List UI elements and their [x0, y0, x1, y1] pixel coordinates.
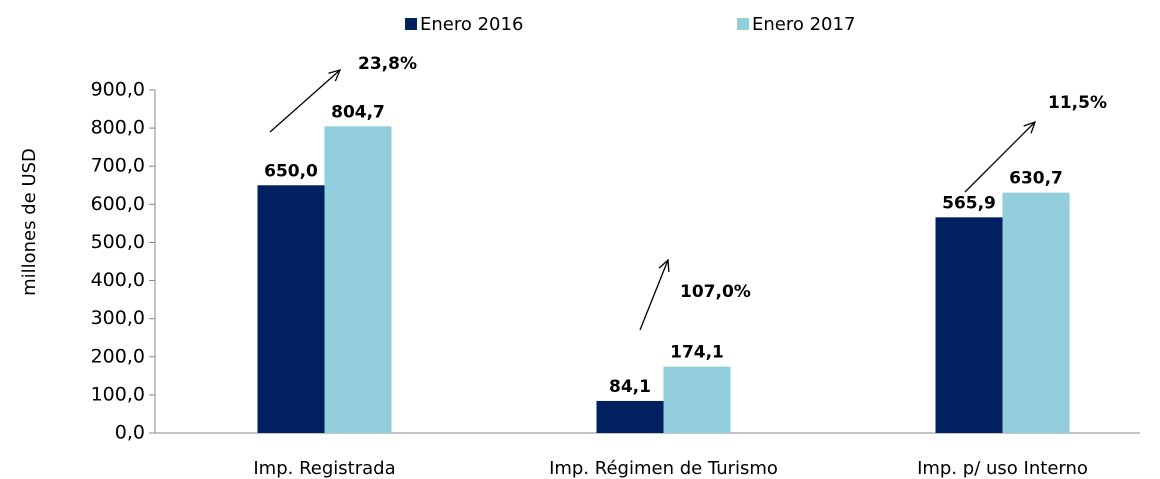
y-tick-label: 400,0: [91, 269, 145, 291]
annotation: 23,8%: [358, 54, 417, 74]
annotation-arrow: [964, 121, 1036, 193]
legend-swatch: [405, 18, 417, 30]
annotation-arrow: [639, 259, 669, 331]
arrow-head: [1023, 120, 1037, 134]
legend-label: Enero 2016: [420, 14, 523, 35]
data-label: 565,9: [942, 193, 996, 213]
y-tick-label: 0,0: [115, 422, 145, 444]
legend-swatch: [737, 18, 749, 30]
bar: [324, 126, 392, 433]
data-label: 84,1: [609, 377, 651, 397]
data-label: 804,7: [331, 102, 385, 122]
x-tick-label: Imp. Registrada: [253, 458, 395, 479]
bar: [1002, 192, 1070, 433]
data-label: 174,1: [670, 343, 724, 363]
data-label: 630,7: [1009, 169, 1063, 189]
arrow-head: [658, 258, 670, 273]
y-tick-label: 500,0: [91, 231, 145, 253]
y-tick-label: 900,0: [91, 79, 145, 101]
x-tick-label: Imp. p/ uso Interno: [917, 458, 1088, 479]
y-tick-label: 600,0: [91, 193, 145, 215]
y-tick-label: 700,0: [91, 155, 145, 177]
bar: [257, 185, 325, 433]
bar: [935, 217, 1003, 433]
x-tick-label: Imp. Régimen de Turismo: [549, 458, 778, 479]
arrow-head: [328, 69, 342, 82]
y-tick-label: 800,0: [91, 117, 145, 139]
y-tick-label: 100,0: [91, 383, 145, 405]
data-label: 650,0: [264, 161, 318, 181]
annotation-arrow: [269, 69, 341, 133]
bar: [663, 366, 731, 433]
annotation: 11,5%: [1048, 93, 1107, 113]
annotation: 107,0%: [680, 282, 751, 302]
y-tick-label: 200,0: [91, 345, 145, 367]
legend-label: Enero 2017: [752, 14, 855, 35]
y-axis-title: millones de USD: [19, 148, 40, 296]
y-tick-label: 300,0: [91, 307, 145, 329]
bar: [596, 400, 664, 433]
